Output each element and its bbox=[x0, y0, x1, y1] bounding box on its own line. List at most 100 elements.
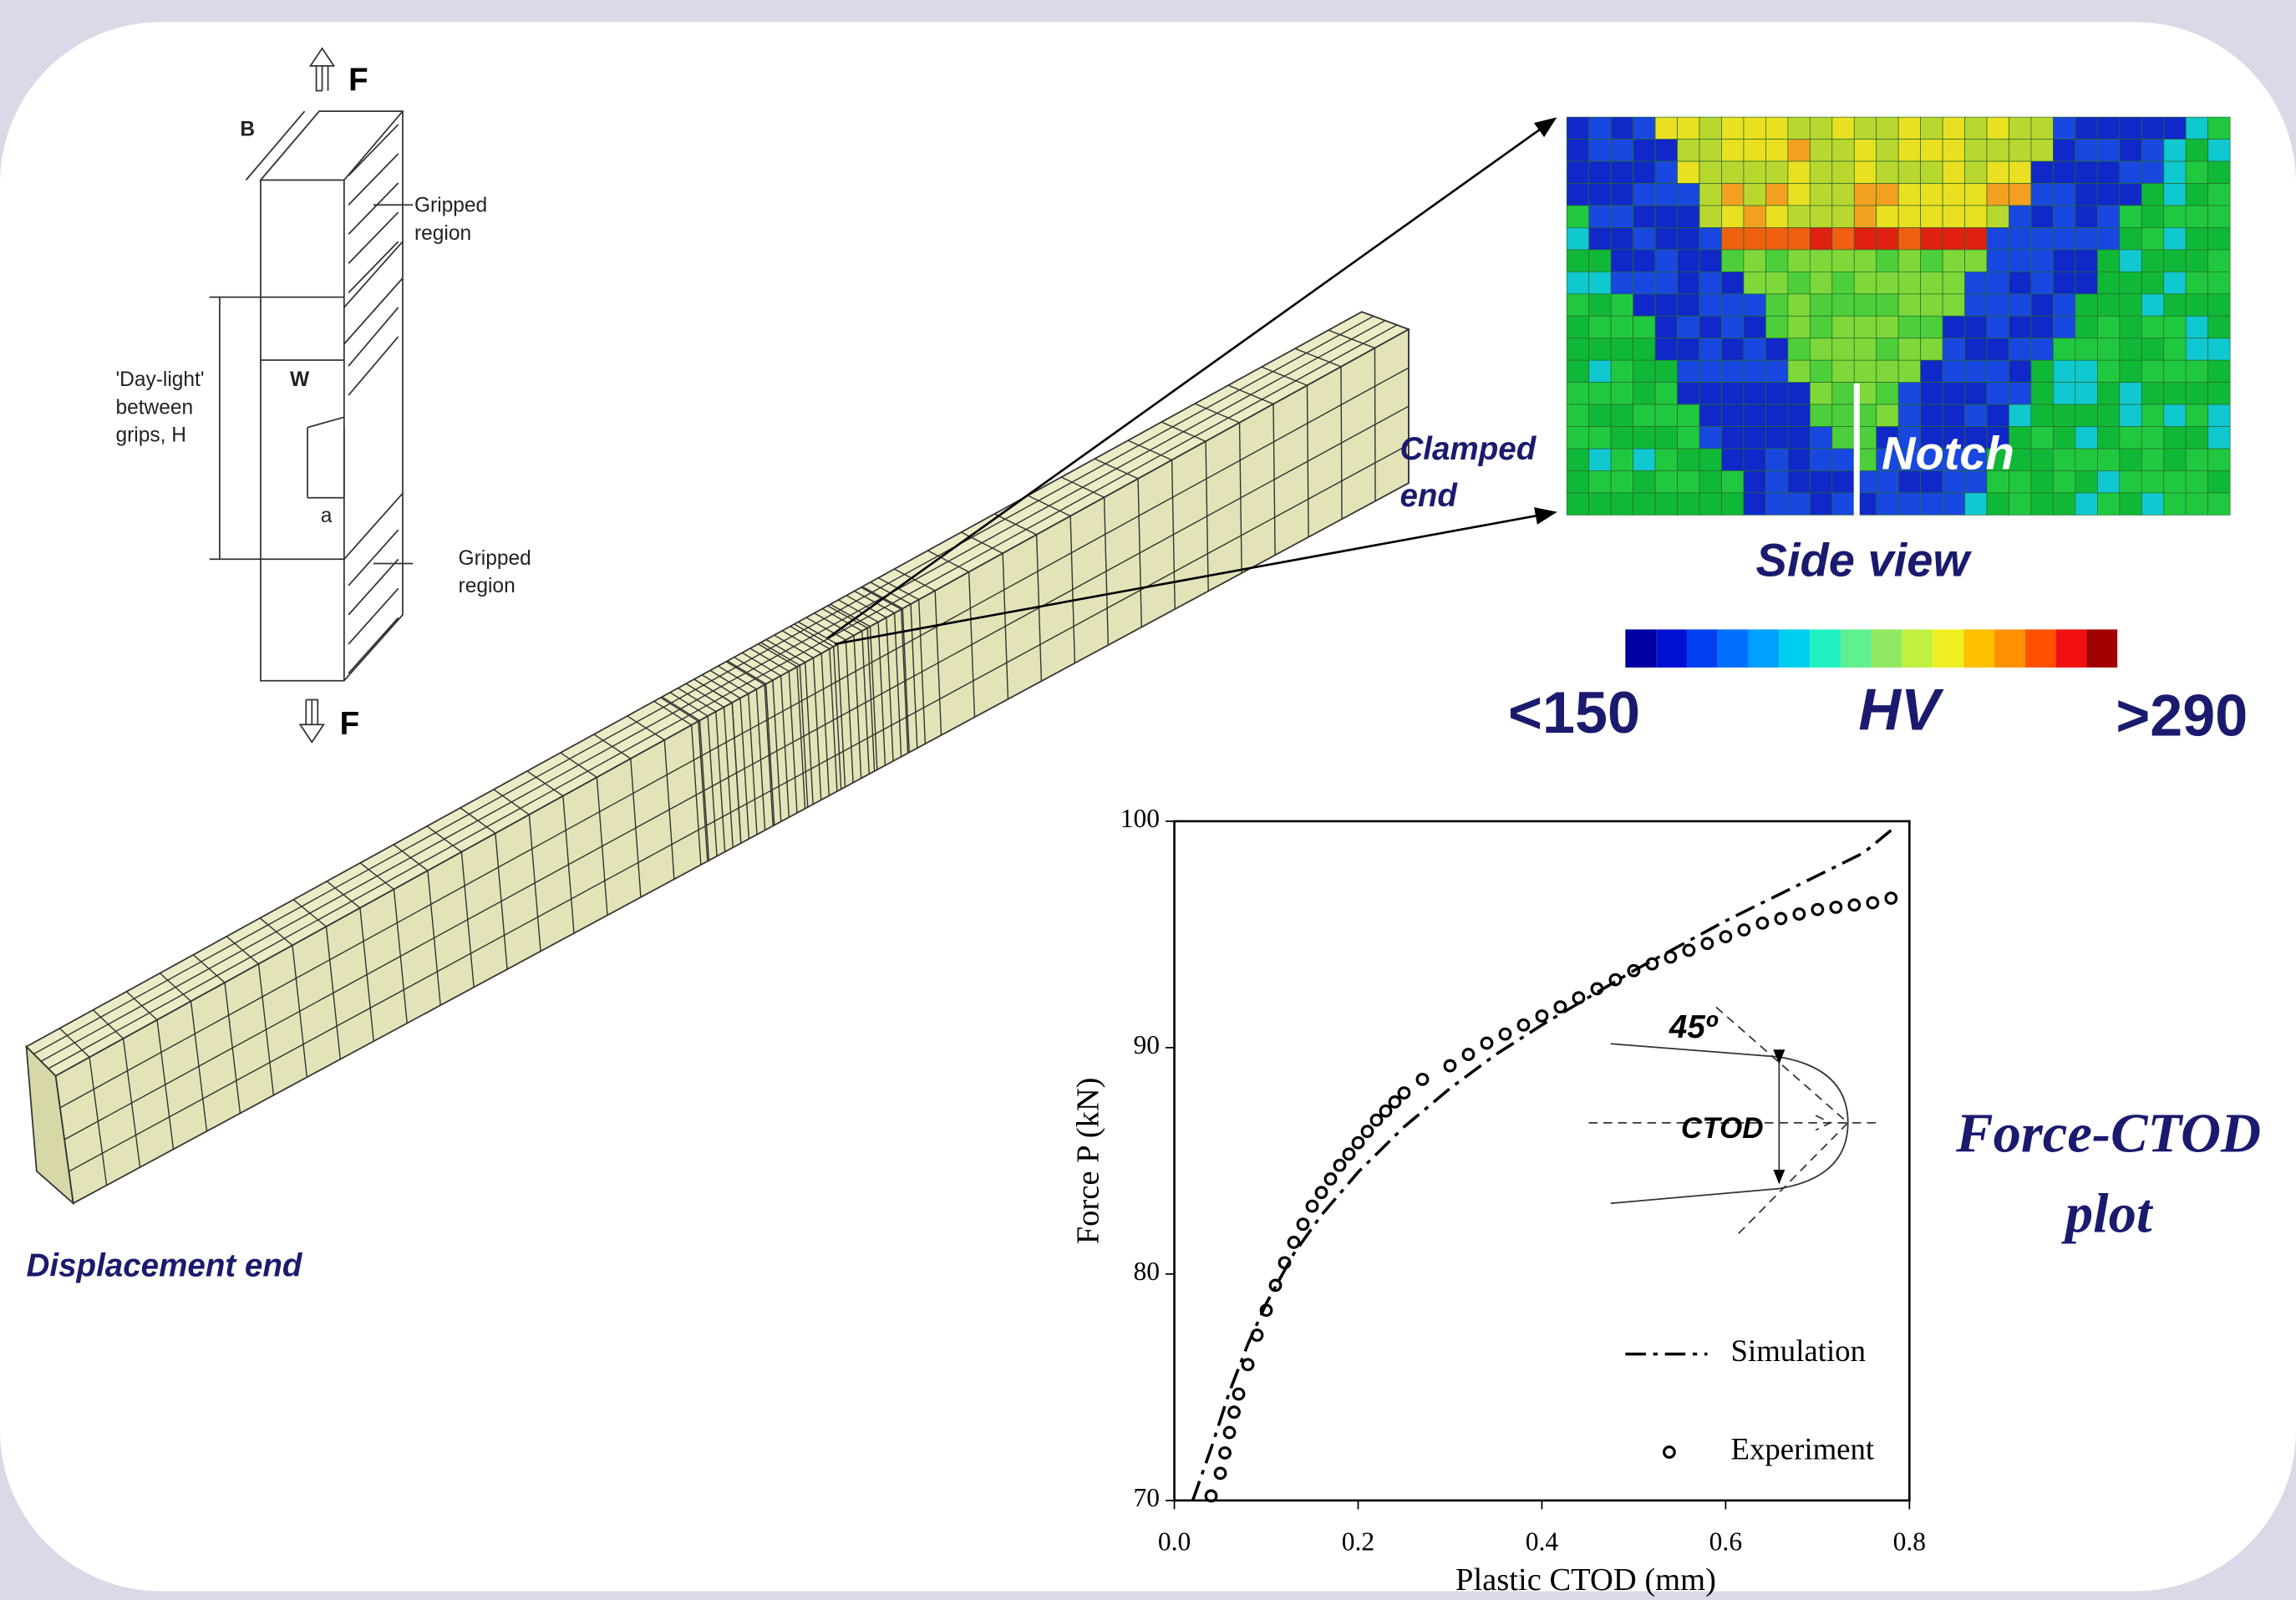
heat-cell bbox=[1699, 338, 1721, 360]
heat-cell bbox=[2141, 493, 2163, 515]
heat-cell bbox=[2031, 227, 2053, 249]
heat-cell bbox=[2075, 250, 2097, 272]
heat-cell bbox=[1567, 294, 1588, 316]
heat-cell bbox=[1832, 140, 1854, 161]
heat-cell bbox=[1987, 206, 2009, 227]
heat-cell bbox=[1921, 316, 1943, 338]
heat-cell bbox=[1987, 184, 2009, 206]
heat-cell bbox=[1987, 140, 2009, 161]
heat-cell bbox=[1854, 161, 1876, 183]
side-view-label: Side view bbox=[1755, 533, 1972, 586]
heat-cell bbox=[1877, 184, 1898, 206]
heat-cell bbox=[1765, 206, 1787, 227]
heat-cell bbox=[2053, 227, 2075, 249]
heat-cell bbox=[2120, 383, 2141, 404]
heat-cell bbox=[2164, 493, 2186, 515]
heat-cell bbox=[1987, 227, 2009, 249]
heat-cell bbox=[2141, 117, 2163, 139]
heat-cell bbox=[1655, 338, 1677, 360]
heat-cell bbox=[2031, 427, 2053, 449]
colorbar-label: >290 bbox=[2116, 683, 2248, 749]
heat-cell bbox=[2208, 272, 2230, 293]
heat-cell bbox=[1678, 316, 1699, 338]
heat-cell bbox=[1788, 206, 1810, 227]
heat-cell bbox=[1678, 250, 1699, 272]
colorbar bbox=[1625, 629, 2117, 668]
heat-cell bbox=[1921, 140, 1943, 161]
heat-cell bbox=[1788, 272, 1810, 293]
heat-cell bbox=[1788, 404, 1810, 426]
heat-cell bbox=[1987, 493, 2009, 515]
heat-cell bbox=[1921, 206, 1943, 227]
heat-cell bbox=[2097, 206, 2119, 227]
heat-cell bbox=[2031, 250, 2053, 272]
heat-cell bbox=[1678, 140, 1699, 161]
figure: F B Gripped region 'Day-light' between g… bbox=[0, 0, 2296, 1600]
heat-cell bbox=[1832, 383, 1854, 404]
heat-cell bbox=[1832, 449, 1854, 470]
heat-cell bbox=[1898, 316, 1920, 338]
heat-cell bbox=[1655, 272, 1677, 293]
heat-cell bbox=[1589, 383, 1611, 404]
heat-cell bbox=[1898, 493, 1920, 515]
heat-cell bbox=[1744, 206, 1765, 227]
heat-cell bbox=[1611, 206, 1633, 227]
heat-cell bbox=[1721, 404, 1743, 426]
heat-cell bbox=[1589, 493, 1611, 515]
heat-cell bbox=[1854, 206, 1876, 227]
heat-cell bbox=[2120, 161, 2141, 183]
heat-cell bbox=[1987, 117, 2009, 139]
heat-cell bbox=[2031, 316, 2053, 338]
heat-cell bbox=[2097, 117, 2119, 139]
heat-cell bbox=[2186, 250, 2207, 272]
heat-cell bbox=[1721, 161, 1743, 183]
heat-cell bbox=[1965, 140, 1987, 161]
heat-cell bbox=[2186, 294, 2207, 316]
heat-cell bbox=[1678, 449, 1699, 470]
heat-cell bbox=[1943, 184, 1964, 206]
heat-cell bbox=[1611, 227, 1633, 249]
heat-cell bbox=[2097, 383, 2119, 404]
heat-cell bbox=[2141, 227, 2163, 249]
heat-cell bbox=[1788, 383, 1810, 404]
heat-cell bbox=[1633, 272, 1655, 293]
heat-cell bbox=[1965, 294, 1987, 316]
heat-cell bbox=[2075, 383, 2097, 404]
heat-cell bbox=[1921, 250, 1943, 272]
heat-cell bbox=[2031, 493, 2053, 515]
heat-cell bbox=[1943, 338, 1964, 360]
heat-cell bbox=[2208, 404, 2230, 426]
heat-cell bbox=[1567, 161, 1588, 183]
heat-cell bbox=[2120, 294, 2141, 316]
heat-cell bbox=[1765, 294, 1787, 316]
heat-cell bbox=[2009, 272, 2031, 293]
heat-cell bbox=[1633, 470, 1655, 492]
heat-cell bbox=[2031, 294, 2053, 316]
heat-cell bbox=[1987, 250, 2009, 272]
heat-cell bbox=[1589, 206, 1611, 227]
heat-cell bbox=[2097, 184, 2119, 206]
heat-cell bbox=[2075, 360, 2097, 382]
heat-cell bbox=[1699, 227, 1721, 249]
heat-cell bbox=[1810, 449, 1831, 470]
heat-cell bbox=[2120, 404, 2141, 426]
heat-cell bbox=[1589, 470, 1611, 492]
plot-caption: plot bbox=[2061, 1184, 2154, 1245]
heat-cell bbox=[2208, 184, 2230, 206]
heat-cell bbox=[1810, 206, 1831, 227]
heat-cell bbox=[1589, 427, 1611, 449]
heat-cell bbox=[1898, 294, 1920, 316]
heat-cell bbox=[2186, 470, 2207, 492]
heat-cell bbox=[1744, 404, 1765, 426]
heat-cell bbox=[2097, 404, 2119, 426]
heat-cell bbox=[1810, 427, 1831, 449]
heat-cell bbox=[1765, 117, 1787, 139]
heat-cell bbox=[1678, 338, 1699, 360]
heat-cell bbox=[1744, 470, 1765, 492]
heat-cell bbox=[1655, 117, 1677, 139]
heat-cell bbox=[2186, 140, 2207, 161]
heat-cell bbox=[2186, 117, 2207, 139]
heat-cell bbox=[1589, 250, 1611, 272]
heat-cell bbox=[2120, 360, 2141, 382]
end-label: Clamped bbox=[1399, 431, 1537, 467]
